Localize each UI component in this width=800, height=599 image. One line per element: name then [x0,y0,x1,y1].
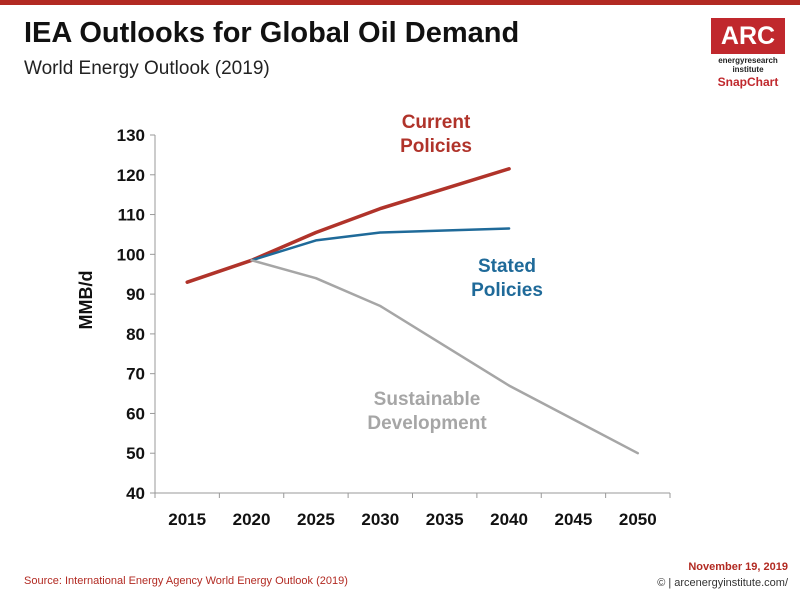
y-tick-label: 110 [118,206,145,225]
y-axis-title: MMB/d [76,271,96,330]
series-label-current-policies: Current Policies [400,112,472,157]
series-labels: Current Policies Stated Policies Sustainable… [367,112,543,434]
x-tick-label: 2050 [619,510,657,529]
y-tick-label: 130 [117,126,145,145]
logo-product: SnapChart [717,75,779,89]
series-line-current-policies [185,167,511,284]
x-axis-ticks: 2015 2020 2025 2030 2035 2040 2045 2050 [154,493,671,529]
x-tick-label: 2045 [555,510,593,529]
logo-line-2: institute [732,65,764,74]
y-tick-label: 60 [126,404,145,423]
y-tick-label: 80 [126,325,145,344]
x-tick-label: 2035 [426,510,464,529]
logo-brand: ARC [711,18,785,54]
x-tick-label: 2020 [233,510,271,529]
y-tick-label: 90 [126,285,145,304]
publish-date: November 19, 2019 [688,561,788,573]
y-tick-label: 70 [126,365,145,384]
series-line-stated-policies [250,227,511,262]
logo-line-1: energyresearch [718,56,778,65]
y-tick-label: 100 [117,245,145,264]
top-accent-bar [0,0,800,5]
x-tick-label: 2040 [490,510,528,529]
series-label-sustainable-development: Sustainable Development [367,389,487,434]
series-line-sustainable-development [250,259,640,455]
x-tick-label: 2025 [297,510,335,529]
series-label-stated-policies: Stated Policies [471,256,543,301]
x-tick-label: 2030 [361,510,399,529]
chart-title: IEA Outlooks for Global Oil Demand [24,17,520,49]
series-lines [185,167,640,455]
y-tick-label: 120 [117,166,145,185]
chart-subtitle: World Energy Outlook (2019) [24,58,270,79]
y-tick-label: 50 [126,444,145,463]
x-tick-label: 2015 [168,510,206,529]
copyright-link[interactable]: © | arcenergyinstitute.com/ [657,577,788,589]
source-note: Source: International Energy Agency Worl… [24,575,348,587]
arc-logo: ARC energyresearch institute SnapChart [708,18,788,89]
y-axis-ticks: 40 50 60 70 80 90 100 110 120 130 [117,126,155,503]
y-tick-label: 40 [126,484,145,503]
